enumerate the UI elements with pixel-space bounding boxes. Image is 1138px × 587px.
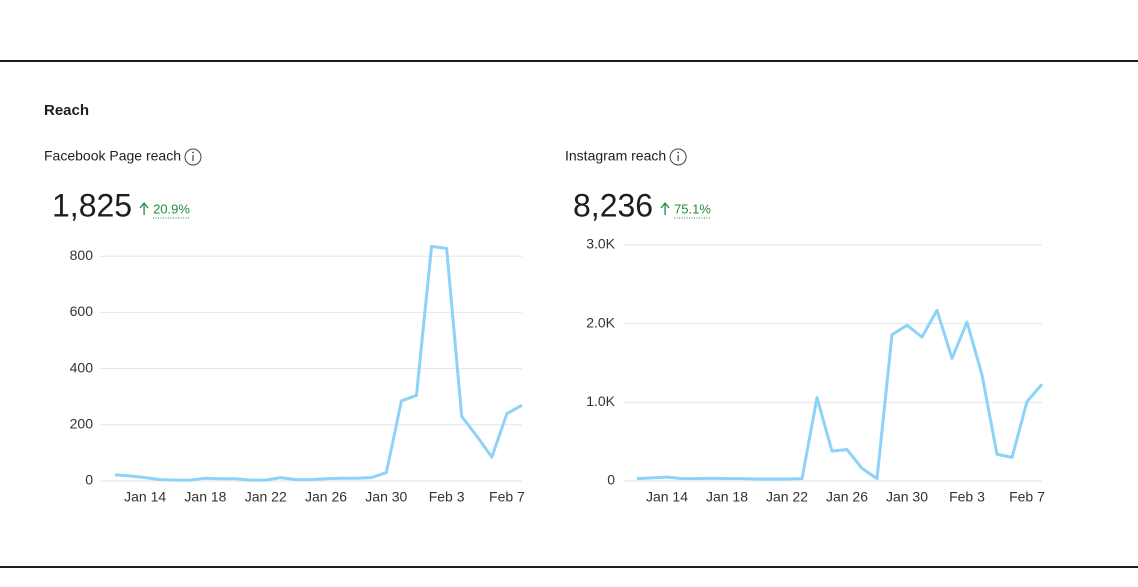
x-tick-label: Jan 30 <box>886 489 928 505</box>
x-tick-label: Feb 3 <box>429 489 465 505</box>
data-line <box>636 308 1044 481</box>
y-tick-label: 800 <box>70 247 94 263</box>
y-tick-label: 0 <box>85 472 93 488</box>
change-value: 75.1% <box>674 201 711 216</box>
y-tick-label: 1.0K <box>586 393 615 409</box>
y-tick-label: 400 <box>70 359 94 375</box>
x-tick-label: Jan 18 <box>706 489 748 505</box>
y-tick-label: 0 <box>607 472 615 488</box>
y-tick-label: 2.0K <box>586 314 615 330</box>
x-tick-label: Jan 14 <box>646 489 688 505</box>
y-tick-label: 200 <box>70 416 94 432</box>
up-arrow <box>139 201 149 215</box>
x-tick-label: Jan 26 <box>826 489 868 505</box>
data-line <box>114 244 523 482</box>
info-icon[interactable] <box>669 148 687 166</box>
info-icon-dot <box>192 151 194 154</box>
chart-title: Facebook Page reach <box>44 148 181 164</box>
x-tick-label: Jan 18 <box>184 489 226 505</box>
total-value: 1,825 <box>52 187 132 223</box>
y-tick-label: 600 <box>70 303 94 319</box>
x-tick-label: Feb 3 <box>949 489 985 505</box>
x-tick-label: Jan 22 <box>245 489 287 505</box>
x-tick-label: Feb 7 <box>1009 489 1045 505</box>
x-tick-label: Jan 26 <box>305 489 347 505</box>
change-value: 20.9% <box>153 201 190 216</box>
up-arrow <box>660 201 670 215</box>
x-tick-label: Jan 22 <box>766 489 808 505</box>
info-icon-dot <box>677 151 680 154</box>
x-tick-label: Jan 14 <box>124 489 166 505</box>
info-icon[interactable] <box>184 148 202 166</box>
x-tick-label: Jan 30 <box>365 489 407 505</box>
x-tick-label: Feb 7 <box>489 489 525 505</box>
section-title: Reach <box>44 102 89 119</box>
chart-title: Instagram reach <box>565 148 666 164</box>
total-value: 8,236 <box>573 187 653 223</box>
y-tick-label: 3.0K <box>586 236 615 252</box>
